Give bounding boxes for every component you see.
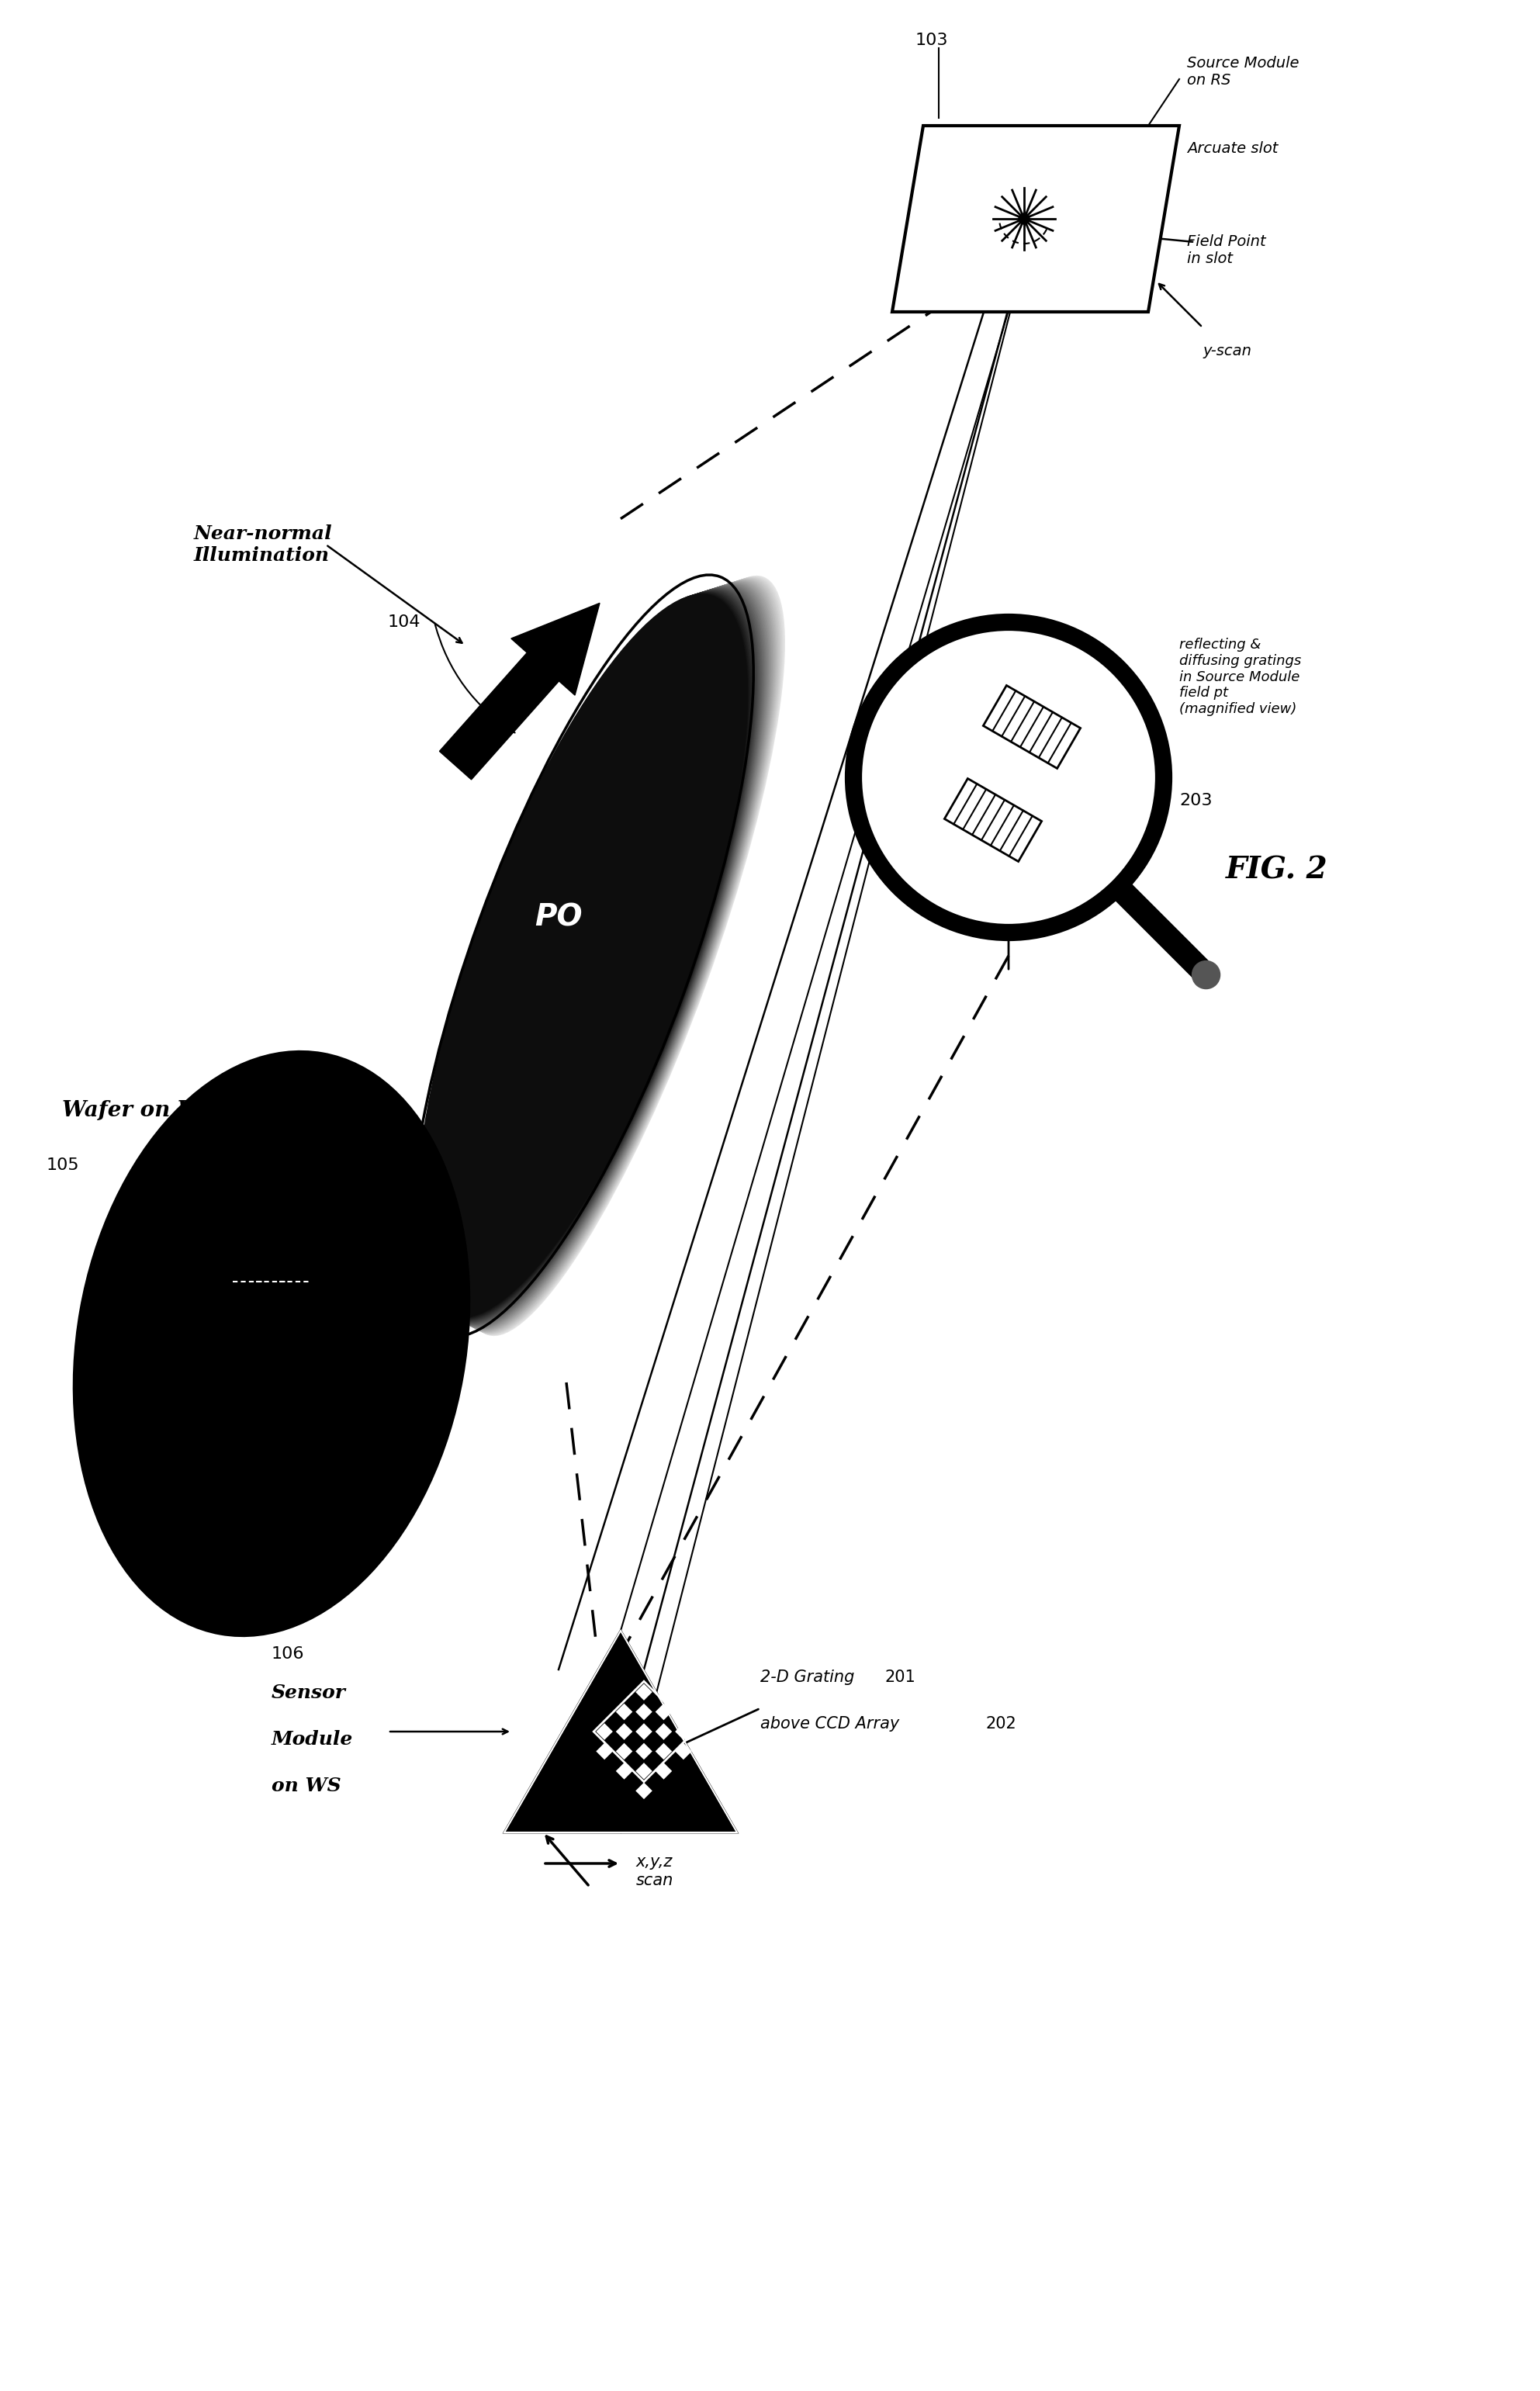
Ellipse shape	[459, 579, 781, 1334]
Text: Module: Module	[271, 1731, 353, 1748]
Text: on WS: on WS	[271, 1777, 340, 1796]
Circle shape	[1018, 213, 1030, 225]
Text: Near-normal
Illumination: Near-normal Illumination	[194, 524, 333, 564]
Polygon shape	[596, 1743, 613, 1760]
Polygon shape	[616, 1762, 633, 1779]
Text: x,y,z
scan: x,y,z scan	[636, 1855, 673, 1889]
Text: FIG. 2: FIG. 2	[1226, 856, 1327, 885]
Polygon shape	[439, 603, 599, 779]
Ellipse shape	[464, 576, 784, 1337]
Ellipse shape	[465, 576, 785, 1337]
Polygon shape	[636, 1762, 653, 1779]
Text: 203: 203	[1180, 794, 1212, 808]
Polygon shape	[636, 1702, 653, 1719]
Ellipse shape	[444, 583, 768, 1327]
Ellipse shape	[464, 576, 784, 1334]
Ellipse shape	[453, 581, 776, 1332]
Polygon shape	[675, 1724, 691, 1741]
Ellipse shape	[448, 581, 772, 1329]
Polygon shape	[616, 1702, 633, 1719]
Text: y-scan: y-scan	[1203, 344, 1252, 359]
Ellipse shape	[430, 588, 758, 1322]
Ellipse shape	[433, 588, 761, 1325]
Text: 2-D Grating: 2-D Grating	[761, 1669, 855, 1686]
Circle shape	[853, 622, 1164, 932]
Ellipse shape	[428, 588, 758, 1322]
Ellipse shape	[427, 591, 755, 1322]
Polygon shape	[675, 1743, 691, 1760]
Circle shape	[1192, 961, 1220, 990]
Text: reflecting &
diffusing gratings
in Source Module
field pt
(magnified view): reflecting & diffusing gratings in Sourc…	[1180, 638, 1301, 717]
Ellipse shape	[460, 576, 781, 1334]
Polygon shape	[656, 1762, 671, 1779]
Ellipse shape	[447, 583, 770, 1329]
Polygon shape	[636, 1781, 653, 1798]
Ellipse shape	[419, 593, 750, 1320]
Polygon shape	[504, 1631, 738, 1832]
Polygon shape	[656, 1724, 671, 1741]
Text: Field Point
in slot: Field Point in slot	[1187, 234, 1266, 265]
Ellipse shape	[440, 586, 767, 1327]
Polygon shape	[636, 1743, 653, 1760]
Ellipse shape	[422, 591, 753, 1320]
Text: PO: PO	[534, 901, 582, 932]
Ellipse shape	[451, 581, 773, 1329]
Ellipse shape	[450, 581, 773, 1329]
Ellipse shape	[416, 593, 748, 1317]
Ellipse shape	[433, 588, 759, 1325]
Ellipse shape	[447, 583, 772, 1329]
Ellipse shape	[462, 576, 782, 1334]
Text: above CCD Array: above CCD Array	[761, 1717, 899, 1731]
Text: 103: 103	[915, 33, 949, 48]
Ellipse shape	[457, 579, 778, 1332]
Text: 104: 104	[388, 614, 420, 629]
Ellipse shape	[434, 586, 762, 1325]
Ellipse shape	[437, 586, 764, 1325]
Polygon shape	[944, 779, 1041, 861]
Ellipse shape	[442, 583, 767, 1327]
Text: 106: 106	[271, 1647, 305, 1662]
Text: 202: 202	[986, 1717, 1016, 1731]
Ellipse shape	[424, 591, 753, 1320]
Text: 201: 201	[884, 1669, 915, 1686]
Ellipse shape	[431, 588, 759, 1322]
Text: 105: 105	[46, 1157, 80, 1174]
Text: Source Module
on RS: Source Module on RS	[1187, 55, 1300, 88]
Text: Wafer on WS: Wafer on WS	[62, 1100, 217, 1121]
Polygon shape	[656, 1743, 671, 1760]
Text: Sensor: Sensor	[271, 1683, 346, 1702]
Ellipse shape	[436, 586, 762, 1325]
Polygon shape	[892, 127, 1180, 311]
Polygon shape	[636, 1683, 653, 1700]
Ellipse shape	[454, 579, 776, 1332]
Ellipse shape	[425, 591, 755, 1320]
Ellipse shape	[456, 579, 778, 1332]
Ellipse shape	[440, 586, 765, 1327]
Ellipse shape	[439, 586, 764, 1327]
Ellipse shape	[417, 593, 748, 1317]
Polygon shape	[616, 1743, 633, 1760]
Ellipse shape	[427, 591, 756, 1322]
Polygon shape	[983, 686, 1081, 768]
Ellipse shape	[445, 583, 768, 1329]
Ellipse shape	[453, 581, 775, 1332]
Ellipse shape	[459, 579, 779, 1334]
Ellipse shape	[74, 1052, 470, 1635]
Ellipse shape	[420, 593, 752, 1320]
Ellipse shape	[419, 593, 750, 1320]
Polygon shape	[616, 1724, 633, 1741]
Polygon shape	[636, 1724, 653, 1741]
Polygon shape	[656, 1702, 671, 1719]
Polygon shape	[596, 1724, 613, 1741]
Text: Arcuate slot: Arcuate slot	[1187, 141, 1278, 155]
